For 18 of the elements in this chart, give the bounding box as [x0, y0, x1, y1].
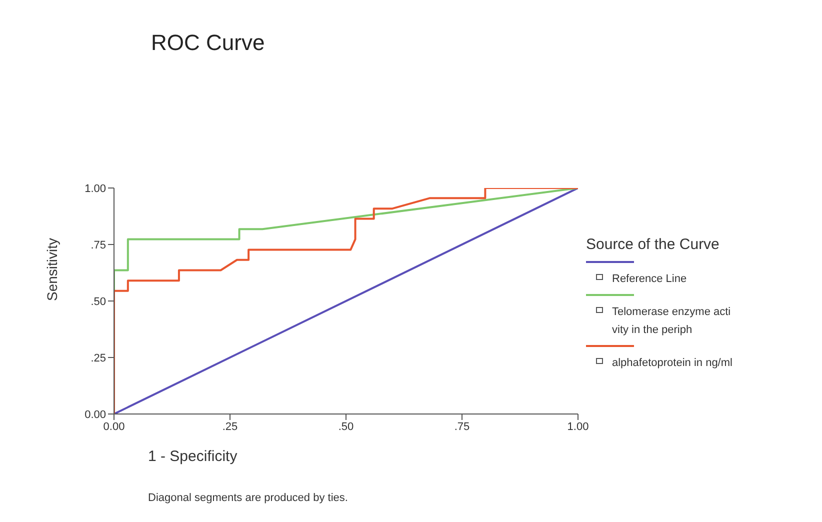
- y-axis-title: Sensitivity: [44, 238, 60, 301]
- text: Diagonal segments are produced by ties.: [148, 492, 348, 504]
- chart-title: ROC Curve: [151, 30, 265, 56]
- text: Telomerase enzyme activity in the periph: [612, 305, 732, 338]
- x-tick-label: 0.00: [103, 420, 125, 433]
- text: alphafetoprotein in ng/ml: [612, 356, 734, 371]
- x-tick-label: 1.00: [567, 420, 589, 433]
- y-tick-label: 0.00: [84, 408, 106, 421]
- y-tick-label: .75: [90, 239, 106, 252]
- x-tick-label: .75: [454, 420, 470, 433]
- y-tick-label: .50: [90, 296, 106, 308]
- y-tick-label: .25: [90, 352, 106, 364]
- x-axis-title: 1 - Specificity: [148, 448, 238, 465]
- x-tick-label: .25: [222, 420, 238, 433]
- x-tick-label: .50: [338, 420, 354, 433]
- y-tick-label: 1.00: [84, 182, 106, 195]
- text: Reference Line: [612, 272, 688, 287]
- legend-title: Source of the Curve: [586, 236, 720, 253]
